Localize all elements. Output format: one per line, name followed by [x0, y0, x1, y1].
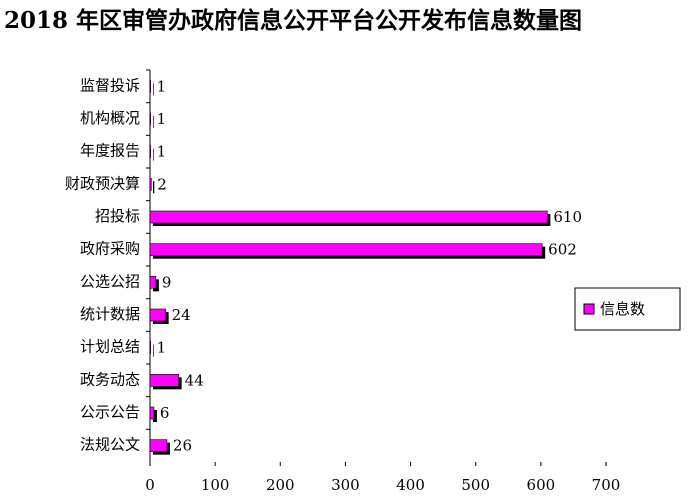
value-label: 9 — [162, 273, 172, 291]
value-label: 44 — [185, 371, 204, 389]
legend-label: 信息数 — [600, 300, 645, 318]
y-tick-label: 监督投诉 — [80, 76, 140, 94]
bar-shadow — [153, 83, 154, 96]
y-tick-label: 年度报告 — [80, 142, 140, 160]
bar-shadow — [153, 181, 155, 194]
y-tick-label: 机构概况 — [80, 109, 140, 127]
bar — [149, 80, 151, 93]
bar — [149, 374, 179, 387]
value-label: 1 — [157, 110, 167, 128]
y-tick-label: 财政预决算 — [65, 174, 140, 192]
value-label: 6 — [160, 404, 170, 422]
bar-shadow — [153, 148, 154, 161]
bar-shadow — [153, 116, 154, 128]
bar — [149, 243, 543, 256]
y-tick-label: 公示公告 — [80, 403, 140, 421]
bar — [149, 145, 151, 158]
value-label: 1 — [157, 77, 167, 95]
bar-shadow — [153, 344, 154, 357]
x-tick-label: 0 — [145, 476, 155, 494]
chart-title: 2018 年区审管办政府信息公开平台公开发布信息数量图 — [4, 7, 582, 34]
value-label: 26 — [173, 437, 192, 455]
y-tick-label: 计划总结 — [80, 338, 140, 356]
y-tick-label: 政务动态 — [80, 370, 140, 388]
y-tick-label: 政府采购 — [80, 240, 140, 258]
bar — [149, 439, 168, 452]
value-label: 2 — [157, 175, 167, 193]
value-label: 24 — [172, 306, 191, 324]
value-label: 602 — [548, 241, 577, 259]
value-label: 1 — [157, 339, 167, 357]
bar — [149, 178, 152, 191]
value-label: 610 — [553, 208, 582, 226]
y-tick-label: 法规公文 — [80, 436, 140, 454]
x-tick-label: 200 — [266, 476, 295, 494]
bar-shadow — [153, 410, 157, 422]
x-tick-label: 700 — [592, 476, 621, 494]
y-tick-label: 招投标 — [95, 207, 140, 225]
value-label: 1 — [157, 143, 167, 161]
bar — [149, 308, 166, 322]
x-tick-label: 100 — [201, 476, 230, 494]
bar — [149, 210, 548, 224]
bar — [149, 406, 155, 420]
bar — [149, 341, 151, 354]
legend-swatch — [583, 303, 595, 315]
y-tick-label: 统计数据 — [80, 305, 140, 323]
bar — [149, 276, 157, 289]
x-tick-label: 300 — [331, 476, 360, 494]
bar — [149, 112, 151, 126]
x-tick-label: 400 — [396, 476, 425, 494]
x-tick-label: 600 — [527, 476, 556, 494]
y-tick-label: 公选公招 — [80, 272, 140, 290]
x-tick-label: 500 — [461, 476, 490, 494]
